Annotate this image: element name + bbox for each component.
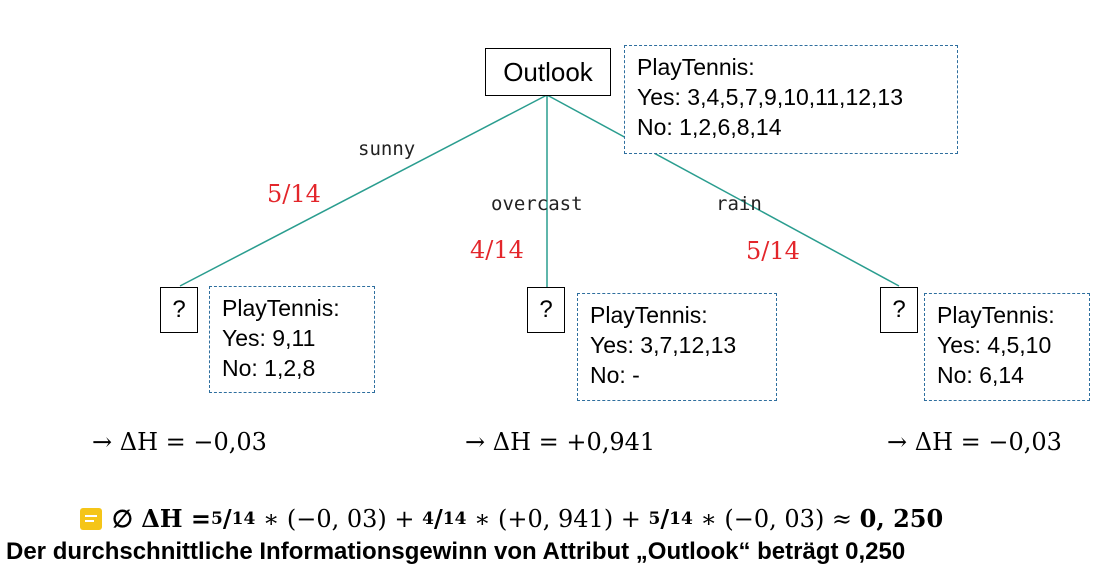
root-info-no: No: 1,2,6,8,14 bbox=[637, 114, 782, 140]
formula-term2-val: ∗ (+0, 941) + bbox=[466, 504, 649, 533]
info-title-overcast: PlayTennis: bbox=[590, 302, 708, 328]
formula-term2-num: 4 bbox=[422, 508, 434, 529]
average-gain-formula: ∅ ΔH = 5/14 ∗ (−0, 03) + 4/14 ∗ (+0, 941… bbox=[80, 504, 943, 533]
info-no-sunny: No: 1,2,8 bbox=[222, 355, 316, 381]
formula-term3-num: 5 bbox=[648, 508, 661, 529]
root-info-yes: Yes: 3,4,5,7,9,10,11,12,13 bbox=[637, 84, 904, 110]
formula-term3-den: 14 bbox=[669, 508, 693, 529]
info-box-rain: PlayTennis: Yes: 4,5,10 No: 6,14 bbox=[924, 293, 1090, 401]
root-node-outlook: Outlook bbox=[485, 48, 611, 96]
info-yes-overcast: Yes: 3,7,12,13 bbox=[590, 332, 737, 358]
info-no-overcast: No: - bbox=[590, 362, 640, 388]
formula-lhs: ∅ ΔH = bbox=[112, 504, 212, 533]
gain-rain: → ΔH = −0,03 bbox=[887, 428, 1062, 456]
info-box-sunny: PlayTennis: Yes: 9,11 No: 1,2,8 bbox=[209, 286, 375, 393]
fraction-sunny: 5/14 bbox=[267, 180, 321, 208]
info-box-overcast: PlayTennis: Yes: 3,7,12,13 No: - bbox=[577, 293, 777, 401]
root-info-title: PlayTennis: bbox=[637, 54, 755, 80]
fraction-overcast: 4/14 bbox=[470, 236, 524, 264]
leaf-node-rain: ? bbox=[880, 287, 918, 333]
formula-term1-val: ∗ (−0, 03) + bbox=[255, 504, 423, 533]
edge-rain bbox=[546, 94, 900, 287]
leaf-node-sunny: ? bbox=[160, 287, 198, 333]
info-title-sunny: PlayTennis: bbox=[222, 295, 340, 321]
formula-term2-den: 14 bbox=[442, 508, 467, 529]
formula-result: 0, 250 bbox=[859, 504, 944, 533]
root-info-box: PlayTennis: Yes: 3,4,5,7,9,10,11,12,13 N… bbox=[624, 45, 958, 154]
formula-term3-val: ∗ (−0, 03) ≈ bbox=[692, 504, 860, 533]
info-yes-rain: Yes: 4,5,10 bbox=[937, 332, 1052, 358]
edge-label-sunny: sunny bbox=[358, 138, 416, 160]
edge-label-rain: rain bbox=[716, 193, 762, 215]
formula-term1-den: 14 bbox=[231, 508, 256, 529]
leaf-node-overcast: ? bbox=[527, 287, 565, 333]
info-title-rain: PlayTennis: bbox=[937, 302, 1055, 328]
note-icon[interactable] bbox=[80, 507, 102, 530]
info-yes-sunny: Yes: 9,11 bbox=[222, 325, 316, 351]
info-no-rain: No: 6,14 bbox=[937, 362, 1024, 388]
edge-label-overcast: overcast bbox=[491, 193, 583, 215]
fraction-rain: 5/14 bbox=[746, 237, 800, 265]
gain-sunny: → ΔH = −0,03 bbox=[92, 428, 267, 456]
gain-overcast: → ΔH = +0,941 bbox=[465, 428, 656, 456]
formula-term1-num: 5 bbox=[211, 508, 223, 529]
edge-sunny bbox=[179, 94, 548, 287]
conclusion-text: Der durchschnittliche Informationsgewinn… bbox=[6, 538, 906, 565]
